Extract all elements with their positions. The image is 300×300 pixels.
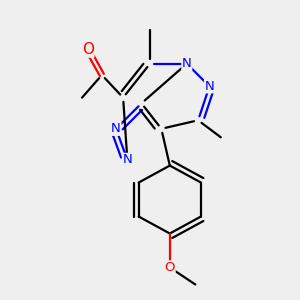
- Text: N: N: [182, 57, 192, 70]
- Text: N: N: [122, 153, 132, 167]
- Text: O: O: [82, 42, 94, 57]
- Text: N: N: [111, 122, 121, 135]
- Text: O: O: [165, 261, 175, 274]
- Text: N: N: [205, 80, 214, 93]
